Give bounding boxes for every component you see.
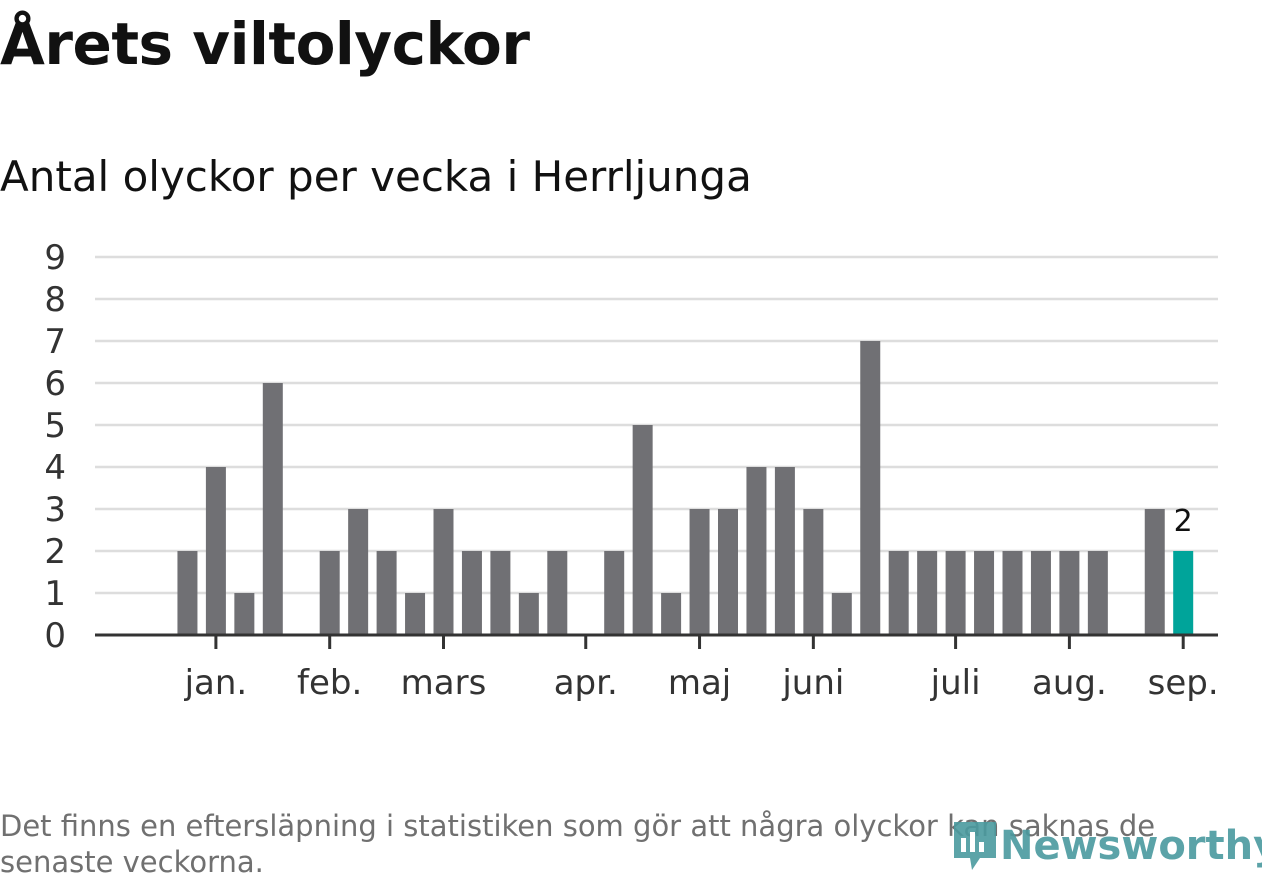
y-tick-label: 0 [44,616,66,656]
bar [1030,551,1051,635]
bar [774,467,795,635]
y-tick-label: 5 [44,406,66,446]
bar [376,551,397,635]
bar [860,341,881,635]
bar [405,593,426,635]
x-tick-label: juli [930,663,981,703]
chart-subtitle: Antal olyckor per vecka i Herrljunga [0,152,752,201]
bar [945,551,966,635]
bar [1144,509,1165,635]
bar [348,509,369,635]
bar [319,551,340,635]
bar [604,551,625,635]
chart-title: Årets viltolyckor [0,10,530,78]
bar [1087,551,1108,635]
bar [746,467,767,635]
bar [205,467,226,635]
y-tick-label: 7 [44,322,66,362]
bar [490,551,511,635]
bar [461,551,482,635]
bar [433,509,454,635]
x-tick-label: jan. [184,663,248,703]
x-tick-label: maj [668,663,731,703]
bar [917,551,938,635]
bar [974,551,995,635]
bar [831,593,852,635]
x-axis-ticks: jan. feb. mars apr. maj juni juli aug. sep. [184,635,1219,703]
bar [803,509,824,635]
y-tick-label: 9 [44,238,66,278]
logo-text: Newsworthy [1000,823,1262,869]
highlight-data-label: 2 [1174,504,1193,539]
y-tick-label: 1 [44,574,66,614]
bar [234,593,255,635]
bar [689,509,710,635]
bar [1059,551,1080,635]
y-tick-label: 6 [44,364,66,404]
y-tick-label: 8 [44,280,66,320]
y-tick-label: 3 [44,490,66,530]
bar [632,425,653,635]
x-tick-label: feb. [297,663,362,703]
y-tick-label: 2 [44,532,66,572]
newsworthy-logo-icon [954,822,996,870]
bar [1002,551,1023,635]
bar [888,551,909,635]
data-labels: 2 [1174,504,1193,539]
bar [718,509,738,635]
x-tick-label: apr. [554,663,618,703]
bar [262,383,283,635]
x-tick-label: aug. [1032,663,1107,703]
newsworthy-logo: Newsworthy [950,816,1262,876]
x-tick-label: mars [401,663,487,703]
x-tick-label: juni [781,663,844,703]
bar [1173,551,1194,635]
bar [661,593,682,635]
bars [177,341,1194,635]
bar [177,551,198,635]
x-tick-label: sep. [1148,663,1219,703]
bar [547,551,568,635]
bar [518,593,539,635]
y-tick-label: 4 [44,448,66,488]
